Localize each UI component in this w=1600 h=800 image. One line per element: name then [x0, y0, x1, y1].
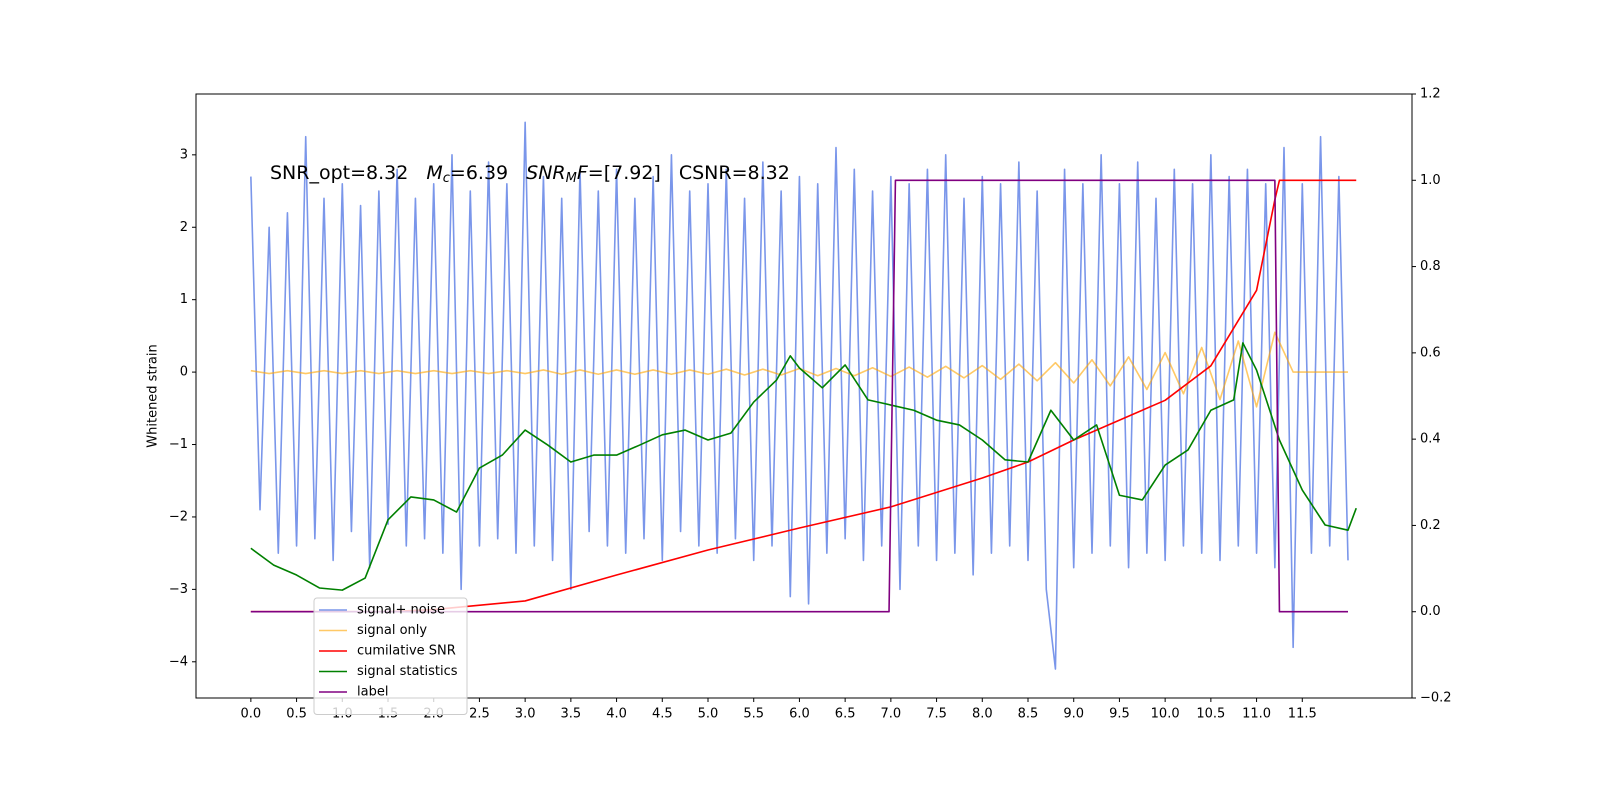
y-tick-label: −2 — [169, 509, 188, 524]
y-axis-label: Whitened strain — [146, 344, 161, 447]
annotation-part: =[7.92] — [588, 162, 661, 184]
x-tick-label: 8.0 — [972, 707, 993, 722]
x-tick-label: 9.5 — [1109, 707, 1130, 722]
x-tick-label: 7.5 — [926, 707, 947, 722]
y2-tick-label: 0.2 — [1420, 518, 1441, 533]
legend-label: signal+ noise — [357, 603, 445, 618]
series-line — [250, 179, 1357, 613]
annotation-part: M — [566, 171, 577, 186]
x-tick-label: 10.0 — [1151, 707, 1180, 722]
annotation-part: c — [443, 171, 450, 186]
x-tick-label: 8.5 — [1018, 707, 1039, 722]
annotation-part: SNR_opt=8.32 — [270, 162, 408, 184]
x-tick-label: 5.0 — [698, 707, 719, 722]
legend-label: signal only — [357, 623, 427, 638]
x-tick-label: 2.5 — [469, 707, 490, 722]
y-tick-label: −3 — [169, 582, 188, 597]
y2-tick-label: −0.2 — [1420, 691, 1452, 706]
x-tick-label: 10.5 — [1196, 707, 1225, 722]
y2-tick-label: 0.6 — [1420, 345, 1441, 360]
series-line — [250, 121, 1349, 670]
legend-box — [313, 597, 468, 715]
annotation-part: =6.39 — [450, 162, 508, 184]
y-tick-label: 3 — [180, 147, 188, 162]
annotation-part: CSNR=8.32 — [679, 162, 790, 184]
x-tick-label: 11.5 — [1288, 707, 1317, 722]
y2-tick-label: 0.8 — [1420, 259, 1441, 274]
y2-tick-label: 0.0 — [1420, 604, 1441, 619]
annotation: SNR_opt=8.32 Mc=6.39 SNRMF=[7.92] CSNR=8.32 — [270, 162, 790, 186]
annotation-part: F — [577, 162, 589, 184]
y-tick-label: −4 — [169, 654, 188, 669]
x-tick-label: 3.0 — [515, 707, 536, 722]
x-tick-label: 3.5 — [561, 707, 582, 722]
annotation-part: M — [426, 162, 442, 184]
y2-tick-label: 0.4 — [1420, 432, 1441, 447]
x-tick-label: 5.5 — [743, 707, 764, 722]
annotation-part: SNR — [526, 162, 565, 184]
x-tick-label: 6.5 — [835, 707, 856, 722]
axes-frame — [195, 93, 1413, 699]
x-tick-label: 0.0 — [241, 707, 262, 722]
legend-label: label — [357, 685, 388, 700]
y2-tick-label: 1.0 — [1420, 173, 1441, 188]
y2-tick-label: 1.2 — [1420, 87, 1441, 102]
y-tick-label: 1 — [180, 292, 188, 307]
y-tick-label: 0 — [180, 365, 188, 380]
series-line — [250, 179, 1348, 613]
legend-label: signal statistics — [357, 664, 458, 679]
legend-label: cumilative SNR — [357, 644, 456, 659]
series-line — [250, 342, 1357, 591]
x-tick-label: 11.0 — [1242, 707, 1271, 722]
x-tick-label: 9.0 — [1063, 707, 1084, 722]
x-tick-label: 6.0 — [789, 707, 810, 722]
y-tick-label: 2 — [180, 220, 188, 235]
x-tick-label: 4.5 — [652, 707, 673, 722]
y-tick-label: −1 — [169, 437, 188, 452]
x-tick-label: 0.5 — [286, 707, 307, 722]
x-tick-label: 7.0 — [881, 707, 902, 722]
x-tick-label: 4.0 — [606, 707, 627, 722]
